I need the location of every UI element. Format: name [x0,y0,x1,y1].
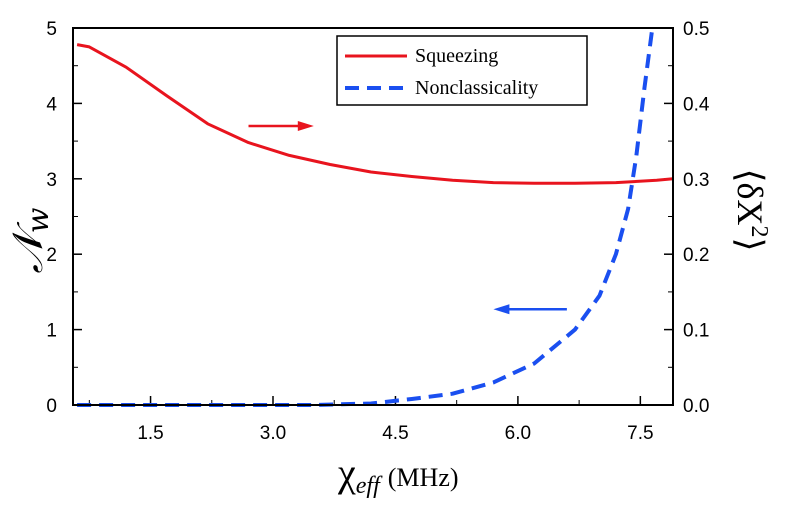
y-left-tick-label: 0 [46,396,57,417]
plot-frame [72,27,674,406]
y-left-tick-label: 3 [46,170,57,191]
legend: Squeezing Nonclassicality [336,35,588,106]
y-right-tick-label: 0.0 [683,396,709,417]
y-right-open: ⟨ [730,169,770,183]
series-layer [76,25,674,407]
y-right-tick-label: 0.1 [683,321,709,342]
y-right-body: δX [730,183,770,226]
y-axis-left-label: 𝒩w [3,207,56,273]
y-axis-right-label: ⟨δX2⟩ [730,169,772,252]
x-symbol: χ [337,450,356,495]
annotation-arrow-head [297,121,314,132]
legend-label-nonclassicality: Nonclassicality [415,77,538,99]
y-left-tick-label: 4 [46,94,57,115]
series-line-squeezing [76,43,674,185]
legend-box [336,35,588,106]
x-unit: (MHz) [388,463,459,492]
x-tick-label: 3.0 [260,423,286,444]
annotation-arrow-head [493,304,510,315]
y-right-tick-label: 0.3 [683,170,709,191]
y-right-close: ⟩ [730,238,770,252]
x-tick-label: 1.5 [137,423,163,444]
series-line-nonclassicality [77,25,655,407]
legend-label-squeezing: Squeezing [415,45,498,67]
y-left-tick-label: 2 [46,245,57,266]
y-right-tick-label: 0.2 [683,245,709,266]
x-subscript: eff [356,473,383,499]
y-left-tick-label: 5 [46,19,57,40]
y-left-subscript: w [21,207,56,233]
y-right-tick-label: 0.4 [683,94,710,115]
y-left-tick-label: 1 [46,321,57,342]
x-tick-label: 7.5 [627,423,653,444]
x-tick-label: 6.0 [505,423,531,444]
x-tick-label: 4.5 [382,423,408,444]
annotations [248,121,567,315]
y-right-sup: 2 [746,226,772,238]
x-axis-label: χeff (MHz) [337,450,459,499]
tick-labels: 1.5 3.0 4.5 6.0 7.5 0 1 2 3 4 5 0.0 0.1 0.2 0.3 0.4 0.5 [46,19,709,444]
y-right-tick-label: 0.5 [683,19,709,40]
